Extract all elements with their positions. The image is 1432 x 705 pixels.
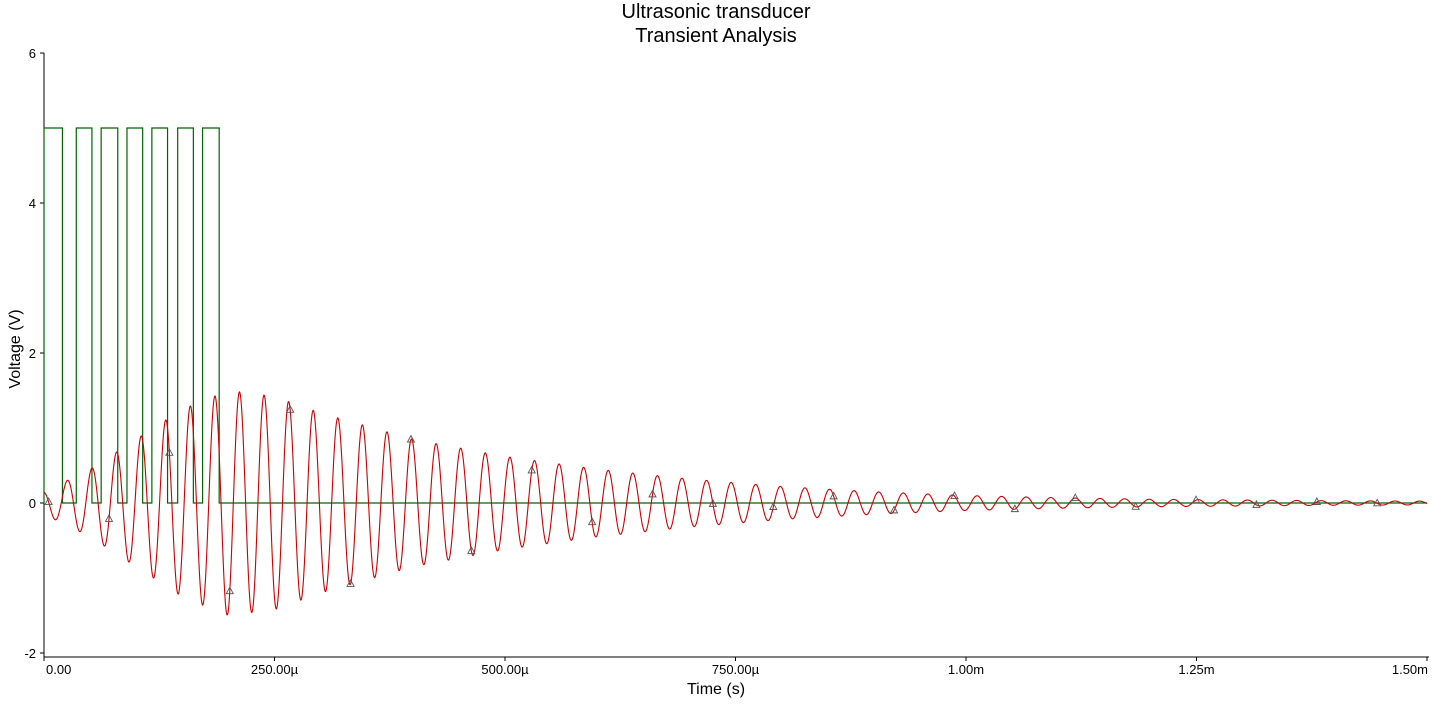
series-marker-triangle (44, 496, 53, 505)
series-transducer-response-line (43, 390, 1428, 616)
series-marker-triangle (829, 491, 838, 500)
series-marker-triangle (1131, 501, 1140, 510)
x-tick-label: 750.00µ (712, 662, 760, 677)
series-marker-triangle (406, 434, 416, 443)
series-marker-triangle (225, 586, 235, 595)
x-tick-label: 1.50m (1392, 662, 1428, 677)
series-marker-triangle (467, 545, 476, 554)
chart-subtitle: Transient Analysis (635, 25, 797, 47)
y-tick-label: 2 (29, 346, 36, 361)
series-marker-triangle (1312, 497, 1322, 505)
series-marker-triangle (1191, 495, 1201, 504)
x-tick-label: 250.00µ (251, 662, 299, 677)
x-tick-label: 500.00µ (481, 662, 529, 677)
series-marker-triangle (889, 505, 899, 514)
series-marker-triangle (1372, 498, 1382, 507)
series-marker-triangle (346, 578, 355, 587)
series-marker-triangle (527, 465, 536, 474)
y-axis-label: Voltage (V) (7, 309, 24, 389)
chart-title: Ultrasonic transducer (621, 1, 811, 23)
series-marker-triangle (587, 517, 597, 526)
y-tick-label: 4 (29, 196, 36, 211)
series-marker-triangle (648, 489, 657, 498)
series-marker-triangle (1252, 499, 1261, 508)
y-tick-label: 0 (29, 496, 36, 511)
chart-markers (44, 404, 1382, 595)
x-tick-label: 1.25m (1178, 662, 1214, 677)
series-marker-triangle (1071, 493, 1080, 501)
x-tick-label: 0.00 (46, 662, 71, 677)
series-marker-triangle (104, 513, 114, 522)
x-axis-label: Time (s) (686, 681, 746, 698)
series-drive-pulse-line (43, 127, 1427, 504)
series-marker-triangle (1010, 504, 1020, 513)
chart-ticks: -2 0 2 4 6 0.00 250.00µ 500.00µ 750.00µ 1.00m 1.25… (24, 46, 1428, 677)
chart-axes (43, 53, 1429, 658)
x-tick-label: 1.00m (948, 662, 984, 677)
series-marker-triangle (950, 491, 959, 499)
y-tick-label: -2 (24, 646, 36, 661)
series-marker-triangle (285, 404, 295, 413)
series-marker-triangle (708, 498, 718, 507)
chart-series-layer (43, 127, 1428, 616)
series-marker-triangle (769, 502, 778, 510)
y-tick-label: 6 (29, 46, 36, 61)
series-marker-triangle (165, 447, 174, 456)
